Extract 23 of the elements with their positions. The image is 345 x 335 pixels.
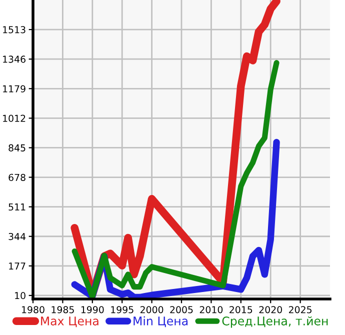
x-tick-label: 2020 bbox=[259, 306, 282, 314]
y-tick-label: 344 bbox=[8, 232, 26, 240]
x-tick-label: 2005 bbox=[170, 306, 193, 314]
y-tick-label: 10 bbox=[15, 292, 26, 300]
y-tick-label: 678 bbox=[8, 174, 26, 181]
x-tick-label: 1990 bbox=[81, 306, 104, 314]
y-tick-label: 1012 bbox=[3, 114, 26, 122]
legend-label: Max Цена bbox=[41, 316, 98, 328]
x-tick-label: 1985 bbox=[52, 306, 74, 314]
x-tick-label: 1980 bbox=[22, 306, 44, 314]
y-tick-label: 1179 bbox=[3, 85, 26, 92]
y-tick-label: 511 bbox=[8, 204, 26, 211]
legend-label: Min Цена bbox=[134, 316, 188, 328]
x-tick-label: 2025 bbox=[288, 306, 312, 314]
x-tick-label: 2015 bbox=[230, 306, 252, 314]
x-tick-label: 2000 bbox=[140, 306, 164, 314]
x-tick-label: 2010 bbox=[200, 306, 223, 314]
y-tick-label: 845 bbox=[8, 144, 26, 152]
legend-label: Сред.Цена, т.йен bbox=[222, 316, 328, 328]
y-tick-label: 1513 bbox=[3, 26, 26, 34]
y-tick-label: 177 bbox=[9, 262, 26, 270]
x-tick-label: 1995 bbox=[111, 306, 134, 314]
y-tick-label: 1346 bbox=[3, 56, 26, 63]
